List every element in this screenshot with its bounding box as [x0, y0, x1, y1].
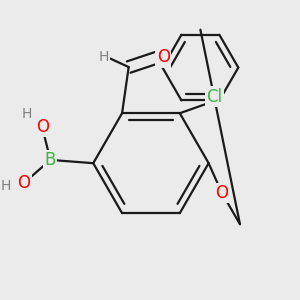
Text: H: H — [1, 179, 11, 193]
Text: H: H — [99, 50, 109, 64]
Text: H: H — [22, 107, 32, 121]
Text: O: O — [36, 118, 49, 136]
Text: O: O — [157, 48, 170, 66]
Text: O: O — [215, 184, 228, 202]
Text: B: B — [45, 151, 56, 169]
Text: Cl: Cl — [206, 88, 223, 106]
Text: O: O — [17, 174, 31, 192]
